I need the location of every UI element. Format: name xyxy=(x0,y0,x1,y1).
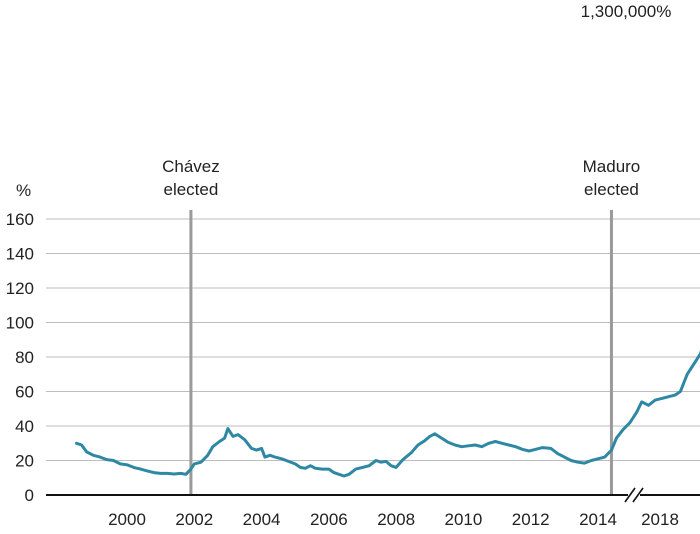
annotation-label: elected xyxy=(164,180,219,199)
annotation-label: Chávez xyxy=(162,157,220,176)
y-tick-label: 140 xyxy=(6,245,34,264)
y-tick-label: 40 xyxy=(15,417,34,436)
gridlines xyxy=(46,218,700,461)
offscale-value-label: 1,300,000% xyxy=(581,2,672,21)
y-tick-label: 160 xyxy=(6,210,34,229)
y-tick-label: 120 xyxy=(6,279,34,298)
x-tick-label: 2012 xyxy=(512,510,550,529)
annotation-label: elected xyxy=(584,180,639,199)
axes xyxy=(46,487,700,503)
y-tick-label: 20 xyxy=(15,452,34,471)
x-tick-label: 2006 xyxy=(310,510,348,529)
y-tick-label: 0 xyxy=(25,486,34,505)
x-tick-label: 2002 xyxy=(175,510,213,529)
y-tick-label: 100 xyxy=(6,314,34,333)
x-tick-label: 2004 xyxy=(243,510,281,529)
inflation-series-line xyxy=(75,349,700,478)
x-tick-label: 2008 xyxy=(377,510,415,529)
labels: 0 20 40 60 80 100 120 140 160% Chávez elected Madur… xyxy=(6,2,679,529)
x-tick-label: 2000 xyxy=(108,510,146,529)
x-tick-label: 2014 xyxy=(579,510,617,529)
x-tick-label: 2010 xyxy=(445,510,483,529)
axis-break-mark xyxy=(632,487,644,503)
axis-break-mark xyxy=(624,487,636,503)
x-tick-label: 2018 xyxy=(641,510,679,529)
series-layer xyxy=(75,349,700,478)
y-axis-label: % xyxy=(16,181,31,200)
y-tick-label: 80 xyxy=(15,348,34,367)
annotation-label: Maduro xyxy=(583,157,641,176)
y-tick-label: 60 xyxy=(15,383,34,402)
annotation-lines xyxy=(189,210,613,495)
